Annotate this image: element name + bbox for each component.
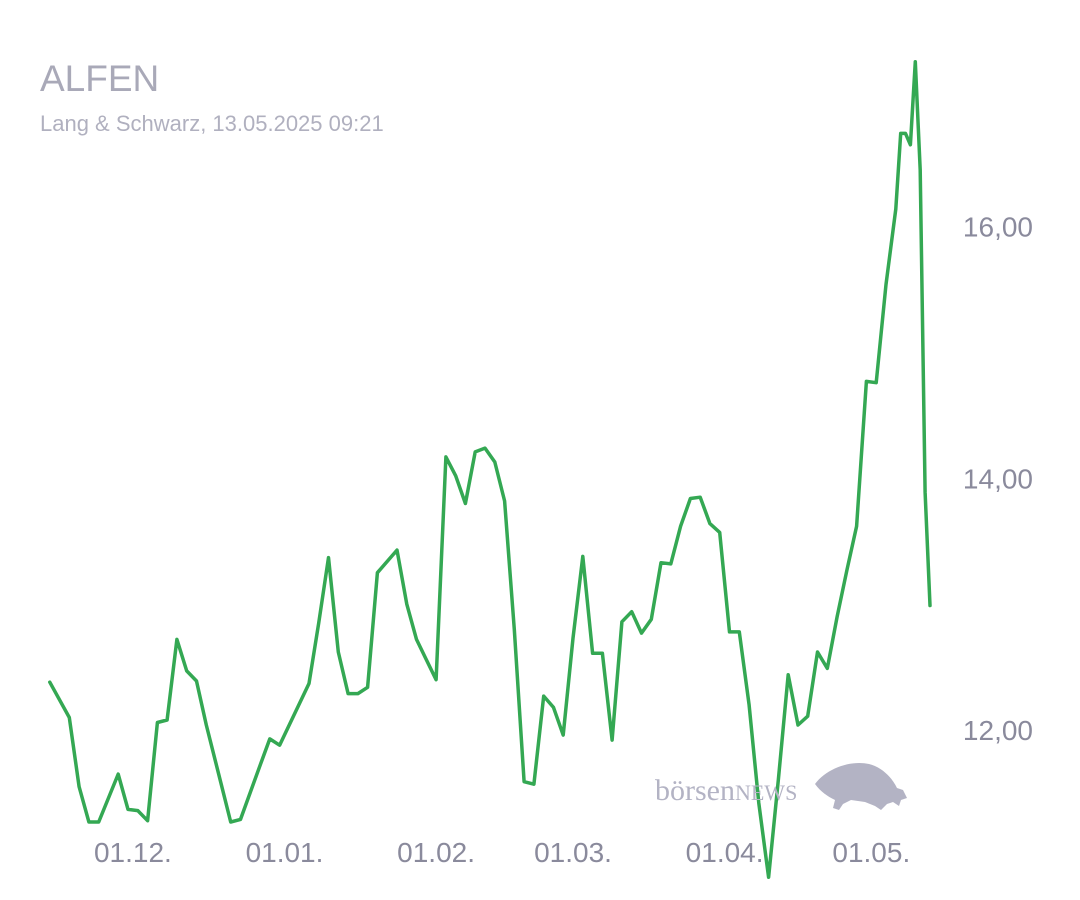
- boersennews-watermark: börsenNEWS: [655, 762, 907, 810]
- x-tick-label: 01.05.: [832, 837, 910, 868]
- chart-title: ALFEN: [40, 58, 160, 99]
- x-tick-label: 01.02.: [397, 837, 475, 868]
- chart-subtitle: Lang & Schwarz, 13.05.2025 09:21: [40, 111, 384, 136]
- watermark-brand-prefix: börsen: [655, 774, 735, 807]
- x-axis: 01.12. 01.01. 01.02. 01.03. 01.04. 01.05.: [94, 837, 910, 868]
- watermark-brand-suffix: NEWS: [735, 780, 797, 805]
- y-axis: 12,00 14,00 16,00: [963, 212, 1033, 746]
- x-tick-label: 01.12.: [94, 837, 172, 868]
- y-tick-label: 12,00: [963, 715, 1033, 746]
- x-tick-label: 01.03.: [534, 837, 612, 868]
- x-tick-label: 01.04.: [686, 837, 764, 868]
- y-tick-label: 16,00: [963, 212, 1033, 243]
- price-line: [48, 59, 932, 880]
- bull-icon: [815, 762, 907, 810]
- x-tick-label: 01.01.: [246, 837, 324, 868]
- svg-text:börsenNEWS: börsenNEWS: [655, 774, 797, 807]
- y-tick-label: 14,00: [963, 463, 1033, 494]
